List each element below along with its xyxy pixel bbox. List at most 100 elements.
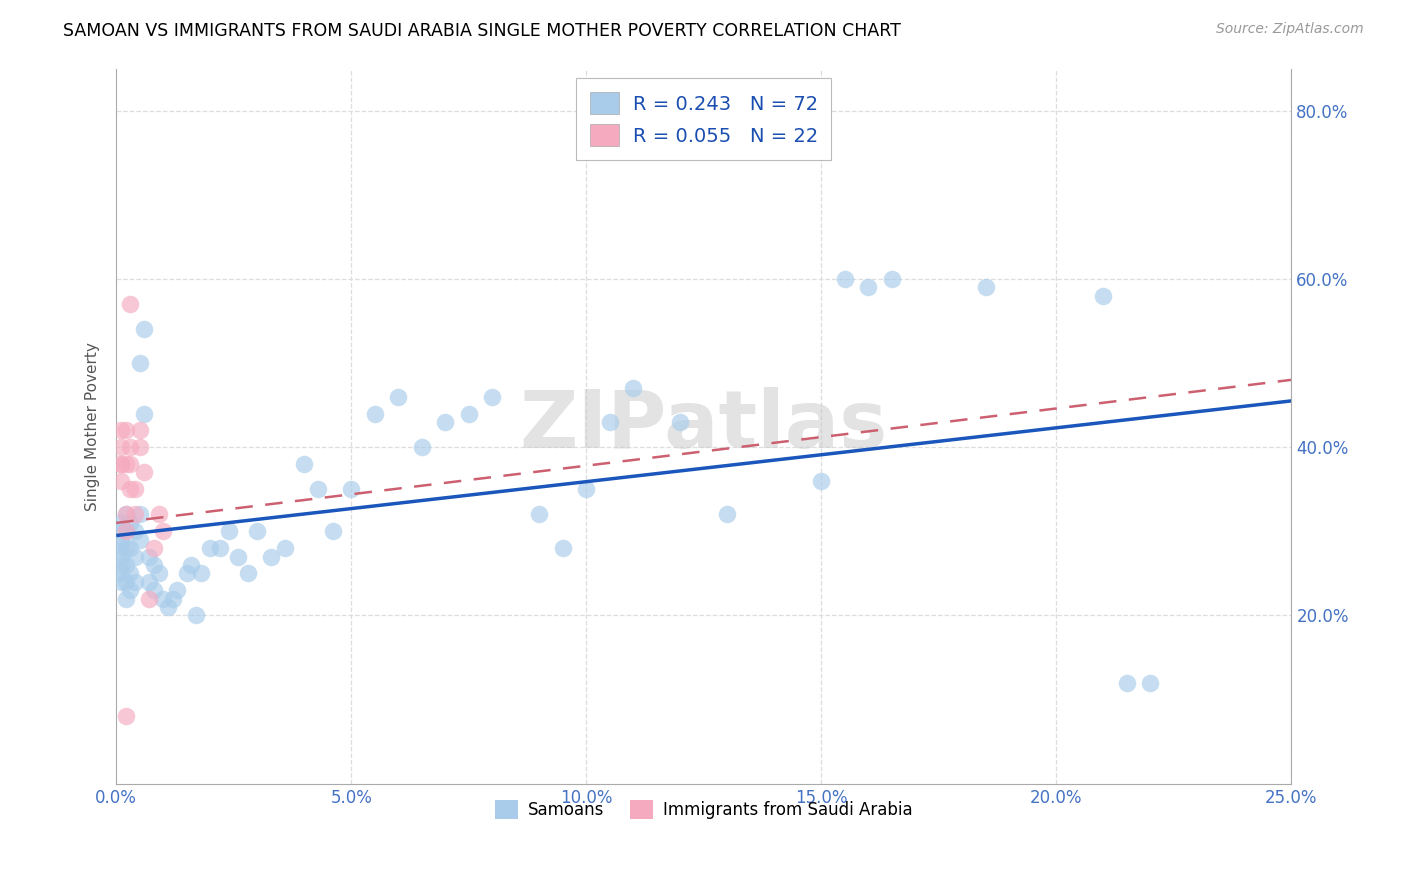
Point: [236, 566, 259, 581]
Legend: Samoans, Immigrants from Saudi Arabia: Samoans, Immigrants from Saudi Arabia: [488, 793, 920, 825]
Point: [307, 482, 329, 496]
Point: [114, 524, 136, 539]
Point: [120, 482, 142, 496]
Point: [120, 440, 142, 454]
Point: [110, 457, 132, 471]
Point: [110, 541, 132, 556]
Point: [120, 583, 142, 598]
Point: [274, 541, 297, 556]
Point: [110, 558, 132, 572]
Point: [142, 583, 165, 598]
Point: [148, 508, 170, 522]
Point: [1116, 675, 1139, 690]
Point: [621, 381, 644, 395]
Point: [190, 566, 212, 581]
Point: [260, 549, 283, 564]
Point: [110, 516, 132, 530]
Point: [156, 600, 179, 615]
Point: [138, 549, 160, 564]
Point: [128, 423, 150, 437]
Point: [110, 566, 132, 581]
Point: [120, 541, 142, 556]
Point: [481, 390, 503, 404]
Point: [1092, 289, 1115, 303]
Point: [114, 524, 136, 539]
Text: ZIPatlas: ZIPatlas: [520, 387, 889, 465]
Point: [180, 558, 202, 572]
Point: [246, 524, 269, 539]
Point: [200, 541, 222, 556]
Point: [974, 280, 997, 294]
Point: [128, 533, 150, 547]
Point: [434, 415, 457, 429]
Point: [152, 524, 174, 539]
Point: [124, 549, 146, 564]
Point: [128, 440, 150, 454]
Point: [114, 541, 136, 556]
Point: [110, 474, 132, 488]
Point: [810, 474, 832, 488]
Point: [1139, 675, 1161, 690]
Point: [880, 272, 903, 286]
Point: [142, 558, 165, 572]
Point: [551, 541, 574, 556]
Point: [120, 516, 142, 530]
Point: [134, 466, 156, 480]
Point: [120, 297, 142, 311]
Point: [114, 508, 136, 522]
Point: [114, 508, 136, 522]
Point: [148, 566, 170, 581]
Point: [186, 608, 208, 623]
Point: [152, 591, 174, 606]
Point: [364, 407, 387, 421]
Point: [110, 423, 132, 437]
Point: [110, 440, 132, 454]
Point: [138, 574, 160, 589]
Point: [124, 482, 146, 496]
Point: [387, 390, 409, 404]
Point: [114, 558, 136, 572]
Point: [292, 457, 315, 471]
Point: [114, 709, 136, 723]
Point: [858, 280, 880, 294]
Point: [124, 508, 146, 522]
Text: Source: ZipAtlas.com: Source: ZipAtlas.com: [1216, 22, 1364, 37]
Point: [110, 574, 132, 589]
Point: [134, 322, 156, 336]
Point: [110, 524, 132, 539]
Point: [457, 407, 479, 421]
Point: [575, 482, 598, 496]
Point: [114, 574, 136, 589]
Point: [834, 272, 856, 286]
Point: [529, 508, 551, 522]
Point: [599, 415, 621, 429]
Point: [340, 482, 363, 496]
Point: [166, 583, 188, 598]
Point: [110, 533, 132, 547]
Point: [138, 591, 160, 606]
Point: [669, 415, 692, 429]
Point: [218, 524, 240, 539]
Point: [110, 549, 132, 564]
Point: [162, 591, 184, 606]
Point: [120, 457, 142, 471]
Point: [716, 508, 738, 522]
Point: [128, 356, 150, 370]
Point: [124, 524, 146, 539]
Point: [228, 549, 250, 564]
Point: [411, 440, 433, 454]
Point: [134, 407, 156, 421]
Point: [114, 457, 136, 471]
Y-axis label: Single Mother Poverty: Single Mother Poverty: [86, 342, 100, 510]
Point: [128, 508, 150, 522]
Point: [110, 457, 132, 471]
Point: [176, 566, 198, 581]
Point: [321, 524, 343, 539]
Point: [120, 566, 142, 581]
Point: [114, 591, 136, 606]
Point: [142, 541, 165, 556]
Text: SAMOAN VS IMMIGRANTS FROM SAUDI ARABIA SINGLE MOTHER POVERTY CORRELATION CHART: SAMOAN VS IMMIGRANTS FROM SAUDI ARABIA S…: [63, 22, 901, 40]
Point: [124, 574, 146, 589]
Point: [114, 423, 136, 437]
Point: [208, 541, 231, 556]
